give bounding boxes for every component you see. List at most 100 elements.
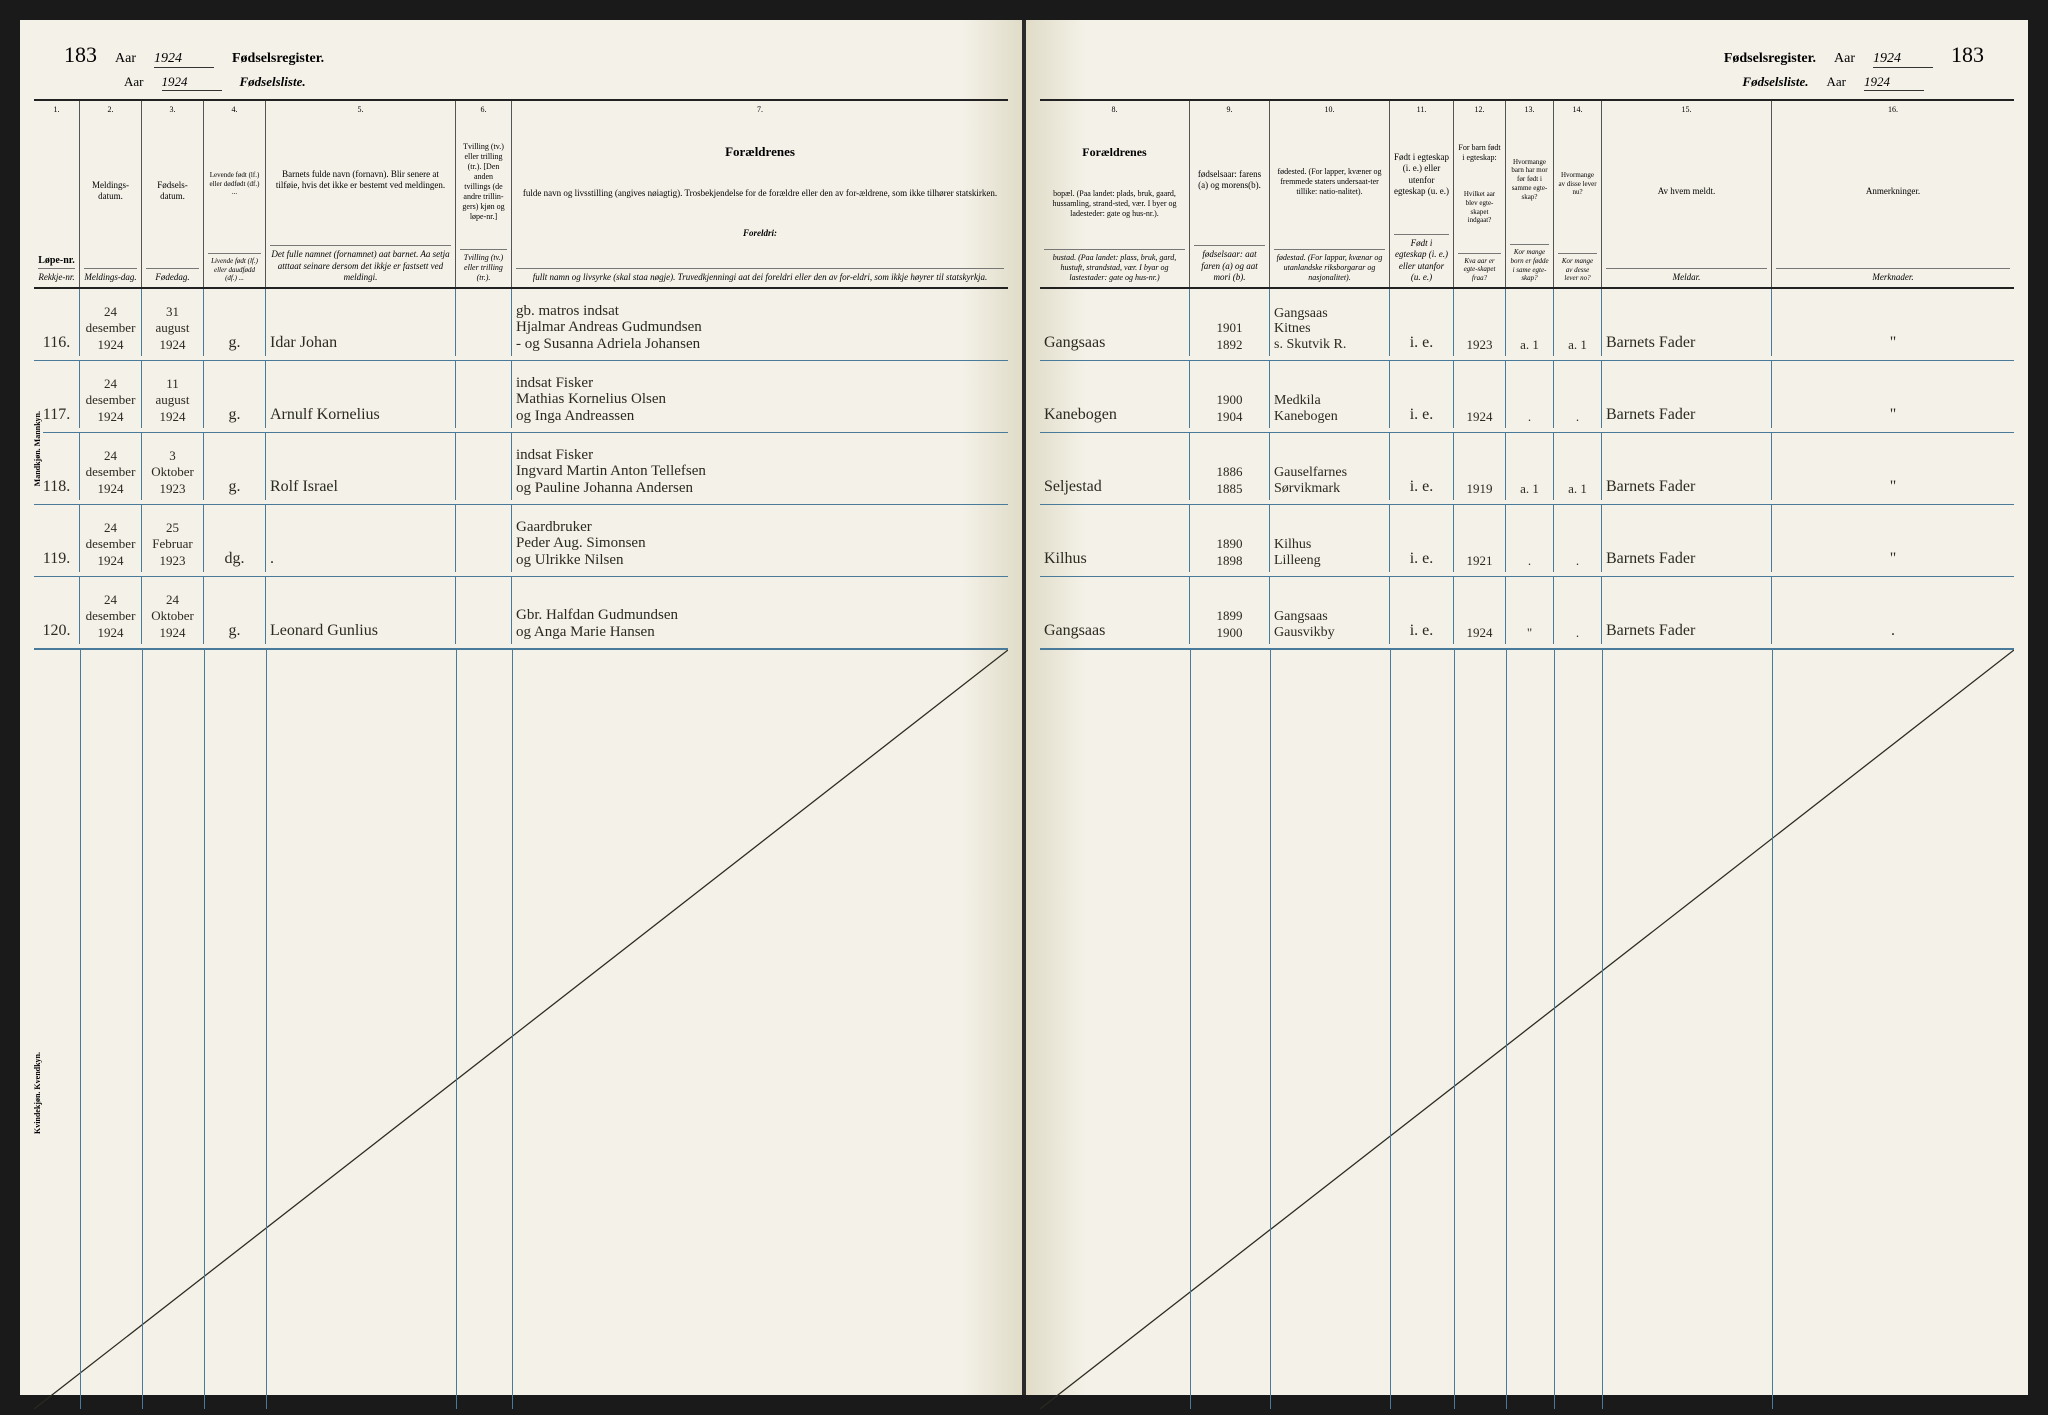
- cell-anm: ": [1772, 361, 2014, 428]
- col13-bot: Kor mange born er fødde i same egte-skap…: [1510, 244, 1549, 283]
- col8-top: bopæl. (Paa landet: plads, bruk, gaard, …: [1044, 189, 1185, 219]
- cell-parents: Gaardbruker Peder Aug. Simonsen og Ulrik…: [512, 505, 1008, 572]
- left-empty-area: Kvindekjøn. Kvendkyn.: [34, 649, 1008, 1409]
- cell-meld: 24desember1924: [80, 361, 142, 428]
- cross-out-right: [1040, 650, 2014, 1409]
- col9-bot: fødselsaar: aat faren (a) og aat mori (b…: [1194, 245, 1265, 283]
- col1-foot2: Rekkje-nr.: [38, 268, 75, 283]
- cell-bopael: Seljestad: [1040, 433, 1190, 500]
- cell-tv: [456, 289, 512, 356]
- col6-num: 6.: [460, 105, 507, 115]
- col7-num: 7.: [516, 105, 1004, 115]
- cell-year-m: 1924: [1454, 577, 1506, 644]
- col10-bot: fødestad. (For lappar, kvænar og utanlan…: [1274, 249, 1385, 283]
- col5-num: 5.: [270, 105, 451, 115]
- cell-name: .: [266, 505, 456, 572]
- cell-fsted: Gauselfarnes Sørvikmark: [1270, 433, 1390, 500]
- cell-nr: 119.: [34, 505, 80, 572]
- cell-tv: [456, 505, 512, 572]
- cell-born-before: .: [1506, 361, 1554, 428]
- cell-fod: 3Oktober1923: [142, 433, 204, 500]
- col15-bot: Meldar.: [1606, 268, 1767, 283]
- aar-label-r2: Aar: [1827, 74, 1847, 90]
- cell-lf: g.: [204, 289, 266, 356]
- cell-fsted: Medkila Kanebogen: [1270, 361, 1390, 428]
- cell-name: Arnulf Kornelius: [266, 361, 456, 428]
- col11-bot: Født i egteskap (i. e.) eller utanfor (u…: [1394, 234, 1449, 283]
- cell-fod: 25Februar1923: [142, 505, 204, 572]
- year-left-2: 1924: [162, 74, 222, 91]
- right-page: Fødselsregister. Aar 1924 183 Fødselslis…: [1024, 20, 2028, 1395]
- right-column-headers: 8. Forældrenes bopæl. (Paa landet: plads…: [1040, 99, 2014, 289]
- col3-bot: Fødedag.: [146, 268, 199, 283]
- aar-label: Aar: [115, 51, 136, 67]
- cell-alive: .: [1554, 361, 1602, 428]
- cell-fod: 31august1924: [142, 289, 204, 356]
- cell-meld: 24desember1924: [80, 505, 142, 572]
- left-subheader: Aar 1924 Fødselsliste.: [34, 72, 1008, 99]
- cell-bopael: Kilhus: [1040, 505, 1190, 572]
- left-header: 183 Aar 1924 Fødselsregister.: [34, 38, 1008, 72]
- col14-top: Hvormange av disse lever nu?: [1558, 171, 1597, 197]
- col14-num: 14.: [1558, 105, 1597, 115]
- col2-top: Meldings-datum.: [84, 180, 137, 203]
- col6-top: Tvilling (tv.) eller trilling (tr.). [De…: [460, 142, 507, 222]
- col4-num: 4.: [208, 105, 261, 115]
- cell-alive: .: [1554, 577, 1602, 644]
- cell-alive: .: [1554, 505, 1602, 572]
- col8-num: 8.: [1044, 105, 1185, 115]
- cell-meldt: Barnets Fader: [1602, 577, 1772, 644]
- col7-subtitle: Foreldri:: [516, 228, 1004, 239]
- cell-parents: indsat Fisker Ingvard Martin Anton Telle…: [512, 433, 1008, 500]
- cell-years: 18901898: [1190, 505, 1270, 572]
- col13-top: Hvormange barn har mor før født i samme …: [1510, 158, 1549, 202]
- col16-top: Anmerkninger.: [1776, 186, 2010, 197]
- left-rows: Mandkjøn. Mannkyn. 116.24desember192431a…: [34, 289, 1008, 649]
- col11-top: Født i egteskap (i. e.) eller utenfor eg…: [1394, 152, 1449, 197]
- cell-nr: 120.: [34, 577, 80, 644]
- register-row: 119.24desember192425Februar1923dg.. Gaard…: [34, 505, 1008, 577]
- cell-lf: dg.: [204, 505, 266, 572]
- cell-alive: a. 1: [1554, 433, 1602, 500]
- col9-top: fødselsaar: farens (a) og morens(b).: [1194, 169, 1265, 192]
- cell-fsted: Gangsaas Gausvikby: [1270, 577, 1390, 644]
- col-group: Forældrenes: [1044, 145, 1185, 160]
- cell-year-m: 1921: [1454, 505, 1506, 572]
- cell-year-m: 1924: [1454, 361, 1506, 428]
- col7-top: fulde navn og livsstilling (angives nøia…: [516, 188, 1004, 199]
- cross-out-left: [34, 650, 1008, 1409]
- year-right: 1924: [1873, 51, 1933, 68]
- cell-parents: gb. matros indsat Hjalmar Andreas Gudmun…: [512, 289, 1008, 356]
- cell-meldt: Barnets Fader: [1602, 289, 1772, 356]
- cell-parents: Gbr. Halfdan Gudmundsen og Anga Marie Ha…: [512, 577, 1008, 644]
- cell-born-before: .: [1506, 505, 1554, 572]
- register-row-right: Kilhus18901898Kilhus Lilleengi. e.1921..…: [1040, 505, 2014, 577]
- col7-bot: fullt namn og livsyrke (skal staa nøgje)…: [516, 268, 1004, 283]
- col12-top: Hvilket aar blev egte-skapet indgaat?: [1458, 190, 1501, 225]
- register-row: 117.24desember192411august1924g.Arnulf K…: [34, 361, 1008, 433]
- aar-label-2: Aar: [124, 74, 144, 90]
- col15-num: 15.: [1606, 105, 1767, 115]
- col8-bot: bustad. (Paa landet: plass, bruk, gard, …: [1044, 249, 1185, 283]
- register-row-right: Kanebogen19001904Medkila Kanebogeni. e.1…: [1040, 361, 2014, 433]
- col2-num: 2.: [84, 105, 137, 115]
- cell-fsted: Gangsaas Kitnes s. Skutvik R.: [1270, 289, 1390, 356]
- register-row: 118.24desember19243Oktober1923g.Rolf Isr…: [34, 433, 1008, 505]
- cell-ie: i. e.: [1390, 289, 1454, 356]
- col2-bot: Meldings-dag.: [84, 268, 137, 283]
- col11-num: 11.: [1394, 105, 1449, 115]
- cell-name: Rolf Israel: [266, 433, 456, 500]
- col5-bot: Det fulle namnet (fornamnet) aat barnet.…: [270, 245, 451, 283]
- col16-bot: Merknader.: [1776, 268, 2010, 283]
- cell-meld: 24desember1924: [80, 433, 142, 500]
- right-subheader: Fødselsliste. Aar 1924: [1040, 72, 2014, 99]
- cell-anm: ": [1772, 505, 2014, 572]
- cell-tv: [456, 577, 512, 644]
- cell-meldt: Barnets Fader: [1602, 433, 1772, 500]
- col9-num: 9.: [1194, 105, 1265, 115]
- cell-ie: i. e.: [1390, 577, 1454, 644]
- cell-tv: [456, 433, 512, 500]
- register-row-right: Gangsaas18991900Gangsaas Gausvikbyi. e.1…: [1040, 577, 2014, 649]
- right-rows: Gangsaas19011892Gangsaas Kitnes s. Skutv…: [1040, 289, 2014, 649]
- side-tab-male: Mandkjøn. Mannkyn.: [32, 409, 43, 488]
